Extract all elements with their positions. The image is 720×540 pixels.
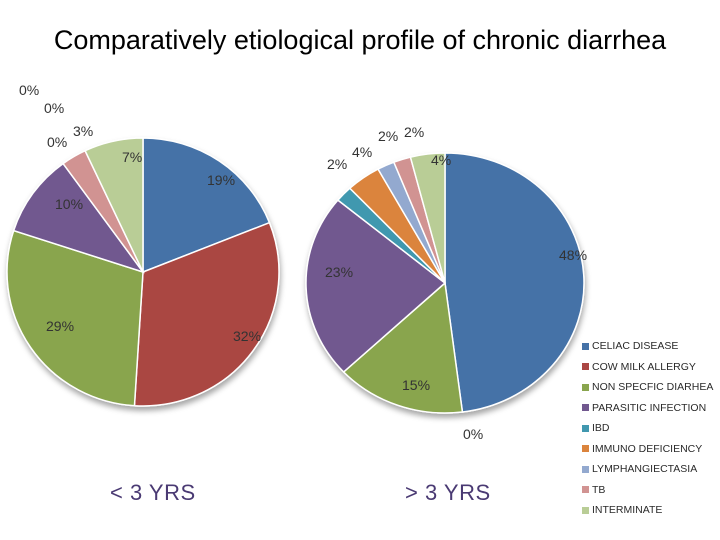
chart-title: Comparatively etiological profile of chr… <box>53 25 667 55</box>
data-label-interminate: 4% <box>431 152 451 168</box>
legend-item-lymphangiectasia: LYMPHANGIECTASIA <box>582 459 713 480</box>
pie-caption-under-3-yrs: < 3 YRS <box>110 480 196 505</box>
legend-label: TB <box>592 483 606 496</box>
legend-swatch <box>582 383 589 391</box>
legend-label: INTERMINATE <box>592 504 663 517</box>
data-label-ibd: 0% <box>19 82 39 98</box>
data-label-tb: 3% <box>73 123 93 139</box>
legend-swatch <box>582 445 589 453</box>
data-label-immuno-deficiency: 4% <box>352 144 372 160</box>
data-label-celiac-disease: 19% <box>207 172 235 188</box>
legend-swatch <box>582 465 589 473</box>
legend-label: IMMUNO DEFICIENCY <box>592 442 703 455</box>
data-label-immuno-deficiency: 0% <box>44 100 64 116</box>
pie-slice-celiac-disease <box>444 152 585 413</box>
legend-swatch <box>582 424 589 432</box>
legend-item-celiac-disease: CELIAC DISEASE <box>582 336 713 357</box>
data-label-parasitic-infection: 10% <box>55 196 83 212</box>
legend-label: LYMPHANGIECTASIA <box>592 463 698 476</box>
legend-label: NON SPECFIC DIARHEA <box>592 381 714 394</box>
pie-slice-cow-milk-allergy <box>133 221 280 407</box>
legend-item-immuno-deficiency: IMMUNO DEFICIENCY <box>582 439 713 460</box>
legend: CELIAC DISEASE COW MILK ALLERGY NON SPECFI… <box>582 336 713 521</box>
pie-slice-celiac-disease <box>142 137 271 274</box>
pie-chart-over-3-yrs: 48% 0% 15% 23% 2% 4% 2% 2% 4% <box>305 124 587 442</box>
legend-label: CELIAC DISEASE <box>592 340 679 353</box>
pie-chart-under-3-yrs: 19% 32% 29% 10% 0% 0% 0% 3% 7% <box>6 82 280 407</box>
pie-slices <box>305 152 585 414</box>
legend-label: PARASITIC INFECTION <box>592 401 707 414</box>
pie-slice-parasitic-infection <box>305 199 447 374</box>
data-label-lymphangiectasia: 2% <box>378 128 398 144</box>
legend-swatch <box>582 342 589 350</box>
pie-slice-non-specfic-diarhea <box>6 229 144 407</box>
data-label-interminate: 7% <box>122 149 142 165</box>
legend-item-interminate: INTERMINATE <box>582 500 713 521</box>
legend-swatch <box>582 506 589 514</box>
data-label-non-specfic-diarhea: 29% <box>46 318 74 334</box>
data-label-cow-milk-allergy: 32% <box>233 328 261 344</box>
legend-label: COW MILK ALLERGY <box>592 360 696 373</box>
data-label-ibd: 2% <box>327 156 347 172</box>
pie-slices <box>6 137 280 407</box>
data-label-tb: 2% <box>404 124 424 140</box>
pie-slice-parasitic-infection <box>12 162 145 274</box>
pie-slice-non-specfic-diarhea <box>342 281 464 414</box>
legend-item-tb: TB <box>582 480 713 501</box>
legend-swatch <box>582 404 589 412</box>
legend-item-cow-milk-allergy: COW MILK ALLERGY <box>582 357 713 378</box>
data-label-celiac-disease: 48% <box>559 247 587 263</box>
data-label-cow-milk-allergy: 0% <box>463 426 483 442</box>
legend-item-non-specfic-diarhea: NON SPECFIC DIARHEA <box>582 377 713 398</box>
legend-item-parasitic-infection: PARASITIC INFECTION <box>582 398 713 419</box>
data-label-non-specfic-diarhea: 15% <box>402 377 430 393</box>
legend-item-ibd: IBD <box>582 418 713 439</box>
legend-swatch <box>582 363 589 371</box>
pie-caption-over-3-yrs: > 3 YRS <box>405 480 491 505</box>
legend-swatch <box>582 486 589 494</box>
data-label-lymphangiectasia: 0% <box>47 134 67 150</box>
pie-slice-interminate <box>84 137 144 273</box>
data-label-parasitic-infection: 23% <box>325 264 353 280</box>
pie-slice-interminate <box>409 152 446 284</box>
legend-label: IBD <box>592 422 610 435</box>
